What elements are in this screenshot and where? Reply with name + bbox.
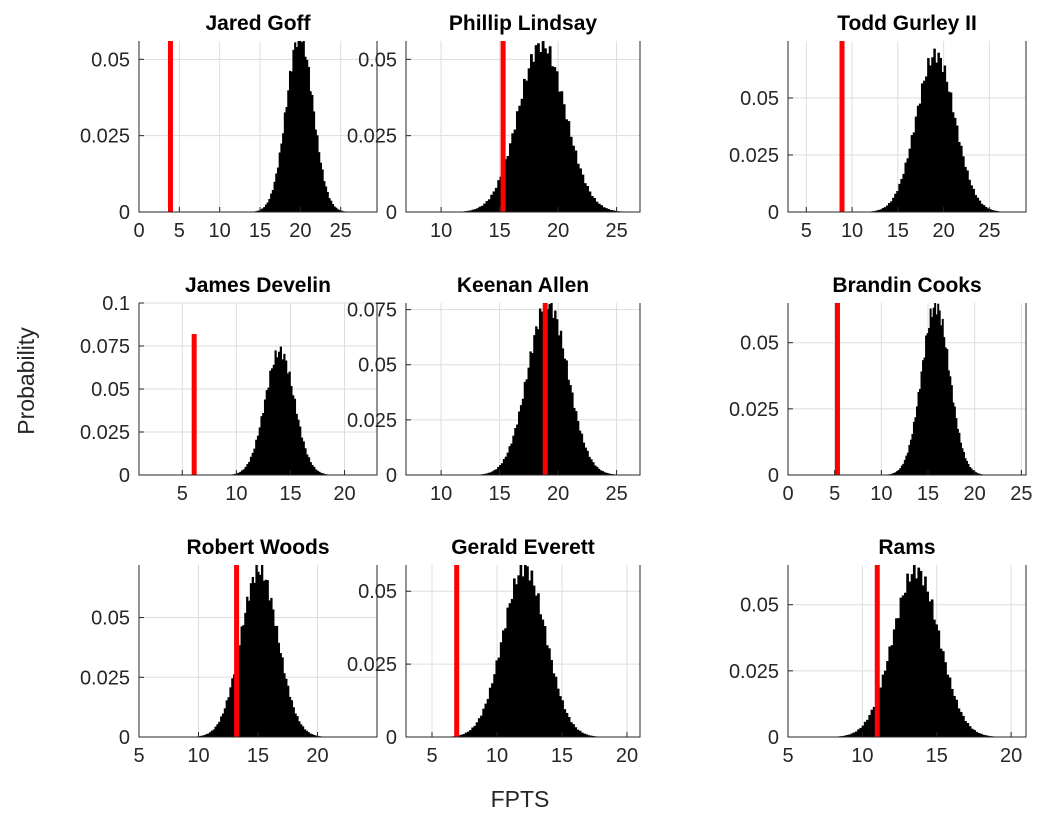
x-tick-label: 0 [782, 483, 793, 505]
y-tick-label: 0.05 [91, 379, 130, 401]
y-tick-label: 0.025 [729, 661, 779, 683]
x-tick-label: 5 [782, 745, 793, 767]
x-tick-label: 15 [247, 745, 269, 767]
x-tick-label: 5 [174, 220, 185, 242]
subplot-7: 5 10 15 20 0 0.025 0.05 Robert Woods [80, 536, 377, 767]
subplot-8: 5 10 15 20 0 0.025 0.05 Gerald Everett [347, 536, 640, 767]
y-tick-label: 0.025 [347, 654, 397, 676]
x-tick-label: 20 [547, 483, 569, 505]
x-tick-label: 20 [964, 483, 986, 505]
y-tick-label: 0 [386, 202, 397, 224]
x-tick-label: 15 [488, 483, 510, 505]
y-tick-label: 0 [768, 202, 779, 224]
y-tick-label: 0 [768, 465, 779, 487]
x-axis-label: FPTS [491, 786, 550, 812]
y-tick-label: 0.05 [91, 49, 130, 71]
subplot-2: 10 15 20 25 0 0.025 0.05 Phillip Lindsay [347, 12, 640, 242]
subplot-title: Phillip Lindsay [449, 12, 598, 35]
x-tick-label: 10 [430, 483, 452, 505]
y-tick-label: 0.05 [358, 49, 397, 71]
y-tick-label: 0 [768, 727, 779, 749]
x-tick-label: 15 [249, 220, 271, 242]
x-tick-label: 15 [551, 745, 573, 767]
x-tick-label: 5 [801, 220, 812, 242]
x-tick-label: 5 [829, 483, 840, 505]
subplot-3: 5 10 15 20 25 0 0.025 0.05 Todd Gurley II [729, 12, 1026, 242]
x-tick-label: 5 [426, 745, 437, 767]
x-tick-label: 20 [306, 745, 328, 767]
x-tick-label: 10 [870, 483, 892, 505]
x-tick-label: 15 [279, 483, 301, 505]
x-tick-label: 25 [605, 220, 627, 242]
x-tick-label: 5 [133, 745, 144, 767]
axes-box [139, 41, 377, 212]
subplot-title: Keenan Allen [457, 274, 589, 297]
x-tick-label: 20 [932, 220, 954, 242]
x-tick-label: 25 [605, 483, 627, 505]
y-tick-label: 0.075 [347, 300, 397, 322]
x-tick-label: 10 [430, 220, 452, 242]
y-tick-label: 0 [386, 727, 397, 749]
subplot-title: Rams [878, 536, 935, 559]
axes-box [788, 303, 1026, 475]
y-tick-label: 0.025 [729, 145, 779, 167]
subplot-title: Gerald Everett [451, 536, 595, 559]
y-tick-label: 0.075 [80, 336, 130, 358]
y-tick-label: 0 [119, 465, 130, 487]
y-tick-label: 0.025 [80, 126, 130, 148]
y-tick-label: 0.1 [102, 293, 130, 315]
subplot-5: 10 15 20 25 0 0.025 0.05 0.075 Keenan Allen [347, 274, 640, 505]
x-tick-label: 10 [225, 483, 247, 505]
x-tick-label: 10 [187, 745, 209, 767]
subplot-title: James Develin [185, 274, 331, 297]
x-tick-label: 20 [333, 483, 355, 505]
x-tick-label: 25 [1010, 483, 1032, 505]
subplot-6: 0 5 10 15 20 25 0 0.025 0.05 Brandin Cooks [729, 274, 1033, 505]
y-tick-label: 0.025 [347, 126, 397, 148]
x-tick-label: 15 [488, 220, 510, 242]
y-tick-label: 0.025 [80, 422, 130, 444]
subplot-9: 5 10 15 20 0 0.025 0.05 Rams [729, 536, 1026, 767]
x-tick-label: 20 [547, 220, 569, 242]
subplot-1: 0 5 10 15 20 25 0 0.025 0.05 Jared Goff [80, 12, 377, 242]
x-tick-label: 0 [133, 220, 144, 242]
x-tick-label: 10 [209, 220, 231, 242]
y-tick-label: 0.025 [729, 399, 779, 421]
subplot-title: Jared Goff [205, 12, 311, 35]
x-tick-label: 20 [289, 220, 311, 242]
x-tick-label: 10 [851, 745, 873, 767]
x-tick-label: 15 [926, 745, 948, 767]
subplot-title: Brandin Cooks [832, 274, 981, 297]
x-tick-label: 15 [887, 220, 909, 242]
y-tick-label: 0 [119, 202, 130, 224]
y-tick-label: 0.05 [740, 595, 779, 617]
subplot-4: 5 10 15 20 0 0.025 0.05 0.075 0.1 James Develin [80, 274, 377, 505]
x-tick-label: 25 [330, 220, 352, 242]
y-tick-label: 0.025 [80, 667, 130, 689]
subplot-title: Robert Woods [186, 536, 329, 559]
y-tick-label: 0.025 [347, 410, 397, 432]
y-tick-label: 0.05 [740, 333, 779, 355]
y-tick-label: 0.05 [358, 355, 397, 377]
x-tick-label: 5 [177, 483, 188, 505]
x-tick-label: 15 [917, 483, 939, 505]
x-tick-label: 10 [841, 220, 863, 242]
subplot-title: Todd Gurley II [837, 12, 977, 35]
y-axis-label: Probability [13, 327, 39, 435]
x-tick-label: 10 [486, 745, 508, 767]
x-tick-label: 20 [1000, 745, 1022, 767]
y-tick-label: 0 [386, 465, 397, 487]
x-tick-label: 20 [616, 745, 638, 767]
y-tick-label: 0.05 [91, 608, 130, 630]
y-tick-label: 0 [119, 727, 130, 749]
x-tick-label: 25 [978, 220, 1000, 242]
y-tick-label: 0.05 [358, 581, 397, 603]
y-tick-label: 0.05 [740, 88, 779, 110]
